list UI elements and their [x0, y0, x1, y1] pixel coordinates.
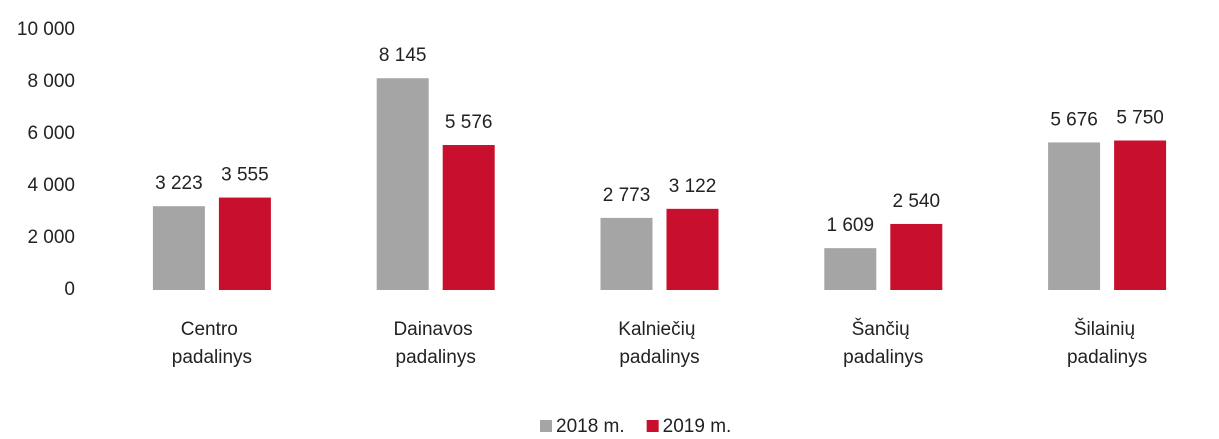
bar	[666, 208, 719, 290]
value-label: 1 609	[827, 215, 875, 236]
bar	[1048, 142, 1101, 290]
bar	[1114, 140, 1167, 290]
x-tick-label: Šančių padalinys	[843, 318, 923, 368]
legend-swatch	[540, 420, 552, 432]
bar	[442, 145, 495, 290]
y-tick-label: 8 000	[27, 71, 75, 92]
legend-label: 2019 m.	[663, 416, 732, 437]
value-label: 2 540	[893, 191, 941, 212]
bar	[824, 248, 877, 290]
value-label: 5 576	[445, 112, 493, 133]
y-tick-label: 2 000	[27, 227, 75, 248]
bar	[890, 223, 943, 290]
x-tick-label: Centro padalinys	[172, 319, 252, 368]
y-tick-label: 4 000	[27, 175, 75, 196]
x-tick-label: Dainavos padalinys	[393, 319, 478, 368]
value-label: 3 223	[155, 173, 203, 194]
y-tick-label: 0	[64, 279, 75, 300]
bar	[600, 217, 653, 290]
y-tick-label: 10 000	[17, 19, 75, 40]
value-label: 3 122	[669, 176, 717, 197]
x-tick-label: Kalniečių padalinys	[618, 319, 700, 368]
legend-swatch	[646, 420, 659, 432]
value-label: 5 676	[1050, 109, 1098, 130]
bar	[152, 206, 205, 290]
value-label: 3 555	[221, 165, 269, 186]
x-tick-label: Šilainių padalinys	[1067, 318, 1147, 368]
value-label: 5 750	[1116, 108, 1164, 129]
bar	[218, 197, 271, 290]
bar	[376, 78, 429, 290]
value-label: 8 145	[379, 45, 427, 66]
value-label: 2 773	[603, 185, 651, 206]
legend-label: 2018 m.	[556, 416, 625, 437]
y-tick-label: 6 000	[27, 123, 75, 144]
